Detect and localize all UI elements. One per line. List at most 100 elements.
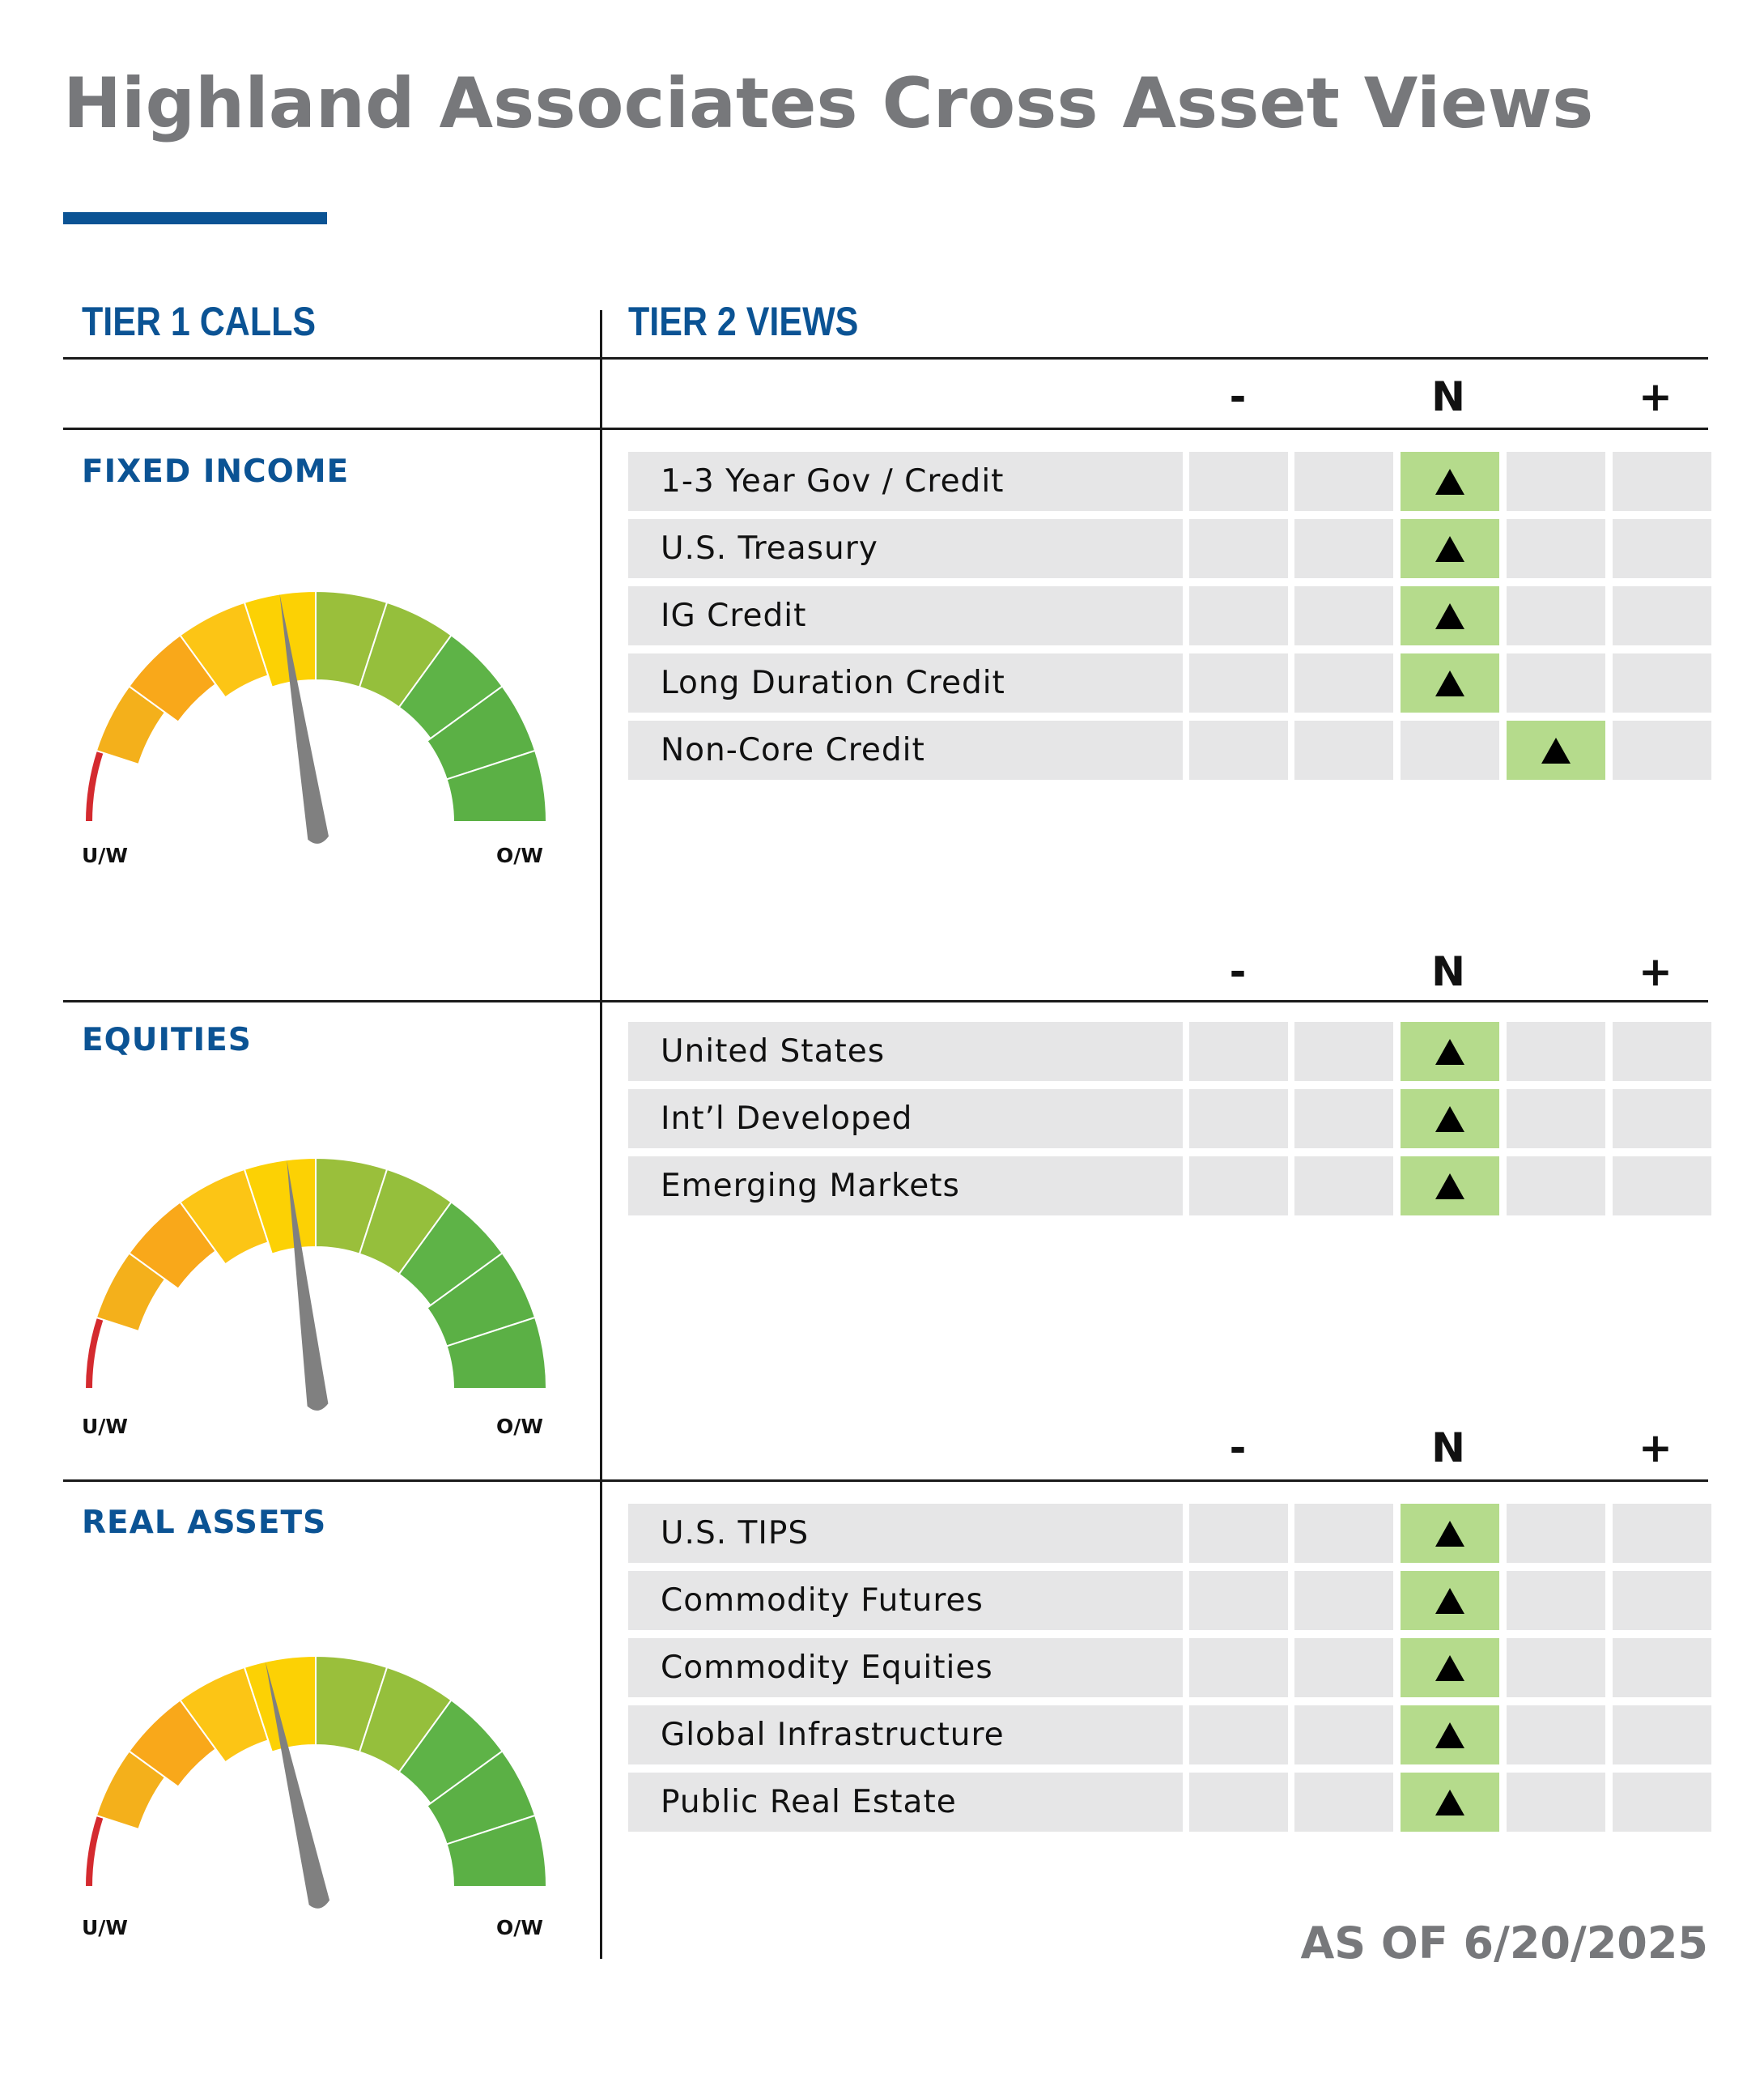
rating-cell-1 xyxy=(1189,1638,1288,1697)
rating-cell-5 xyxy=(1613,1504,1711,1563)
rating-cell-1 xyxy=(1189,1773,1288,1832)
section-title: REAL ASSETS xyxy=(82,1505,327,1541)
scale-label-neutral: N xyxy=(1431,373,1465,420)
rating-cell-4 xyxy=(1507,1089,1605,1148)
rating-cell-1 xyxy=(1189,721,1288,780)
rating-cell-5 xyxy=(1613,721,1711,780)
rating-cell-2 xyxy=(1294,519,1393,578)
rating-cell-3 xyxy=(1401,1089,1499,1148)
up-triangle-icon xyxy=(1541,737,1571,764)
gauge-0 xyxy=(73,567,559,988)
gauge-needle xyxy=(279,594,329,844)
section-divider-real-assets xyxy=(63,1479,1708,1482)
rating-cell-5 xyxy=(1613,1022,1711,1081)
rating-cell-1 xyxy=(1189,1022,1288,1081)
rating-cell-3 xyxy=(1401,586,1499,645)
asset-row-label: United States xyxy=(628,1022,1183,1081)
up-triangle-icon xyxy=(1435,468,1464,495)
up-triangle-icon xyxy=(1435,1722,1464,1748)
rating-cell-1 xyxy=(1189,452,1288,511)
asset-row-label: Long Duration Credit xyxy=(628,653,1183,713)
gauge-1 xyxy=(73,1134,559,1555)
header-divider xyxy=(63,357,1708,360)
rating-cell-2 xyxy=(1294,1504,1393,1563)
gauge-label-overweight: O/W xyxy=(496,1415,543,1438)
scale-label-neutral: N xyxy=(1431,948,1465,995)
rating-cell-1 xyxy=(1189,1089,1288,1148)
scale-label-minus: - xyxy=(1229,1424,1247,1471)
gauge-segment xyxy=(83,1814,105,1888)
rating-cell-4 xyxy=(1507,452,1605,511)
asset-row-label: 1-3 Year Gov / Credit xyxy=(628,452,1183,511)
rating-cell-4 xyxy=(1507,1156,1605,1215)
rating-cell-3 xyxy=(1401,1571,1499,1630)
gauge-label-overweight: O/W xyxy=(496,844,543,867)
rating-cell-1 xyxy=(1189,1705,1288,1764)
rating-cell-1 xyxy=(1189,1156,1288,1215)
up-triangle-icon xyxy=(1435,670,1464,696)
tier2-header: TIER 2 VIEWS xyxy=(628,299,859,344)
gauge-2 xyxy=(73,1632,559,2053)
rating-cell-4 xyxy=(1507,1705,1605,1764)
up-triangle-icon xyxy=(1435,1789,1464,1815)
rating-cell-2 xyxy=(1294,1156,1393,1215)
section-title: EQUITIES xyxy=(82,1022,252,1058)
rating-cell-3 xyxy=(1401,721,1499,780)
gauge-label-underweight: U/W xyxy=(82,1916,129,1939)
scale-label-neutral: N xyxy=(1431,1424,1465,1471)
rating-cell-4 xyxy=(1507,519,1605,578)
as-of-date: AS OF 6/20/2025 xyxy=(1300,1918,1708,1969)
rating-cell-3 xyxy=(1401,519,1499,578)
scale-label-minus: - xyxy=(1229,948,1247,995)
up-triangle-icon xyxy=(1435,1654,1464,1681)
rating-cell-2 xyxy=(1294,721,1393,780)
rating-cell-4 xyxy=(1507,721,1605,780)
rating-cell-2 xyxy=(1294,1705,1393,1764)
rating-cell-4 xyxy=(1507,1773,1605,1832)
asset-row-label: Public Real Estate xyxy=(628,1773,1183,1832)
column-divider xyxy=(600,310,602,1959)
rating-cell-1 xyxy=(1189,586,1288,645)
asset-row-label: Commodity Futures xyxy=(628,1571,1183,1630)
rating-cell-3 xyxy=(1401,653,1499,713)
rating-cell-5 xyxy=(1613,452,1711,511)
gauge-segment xyxy=(445,1316,548,1390)
rating-cell-2 xyxy=(1294,452,1393,511)
up-triangle-icon xyxy=(1435,1587,1464,1614)
rating-cell-2 xyxy=(1294,1773,1393,1832)
rating-cell-4 xyxy=(1507,1504,1605,1563)
rating-cell-1 xyxy=(1189,1504,1288,1563)
rating-cell-1 xyxy=(1189,519,1288,578)
gauge-needle xyxy=(265,1661,330,1909)
asset-row-label: Non-Core Credit xyxy=(628,721,1183,780)
rating-cell-5 xyxy=(1613,653,1711,713)
gauge-segment xyxy=(445,749,548,823)
rating-cell-4 xyxy=(1507,653,1605,713)
rating-cell-2 xyxy=(1294,653,1393,713)
rating-cell-5 xyxy=(1613,1638,1711,1697)
rating-cell-5 xyxy=(1613,1773,1711,1832)
up-triangle-icon xyxy=(1435,1105,1464,1132)
rating-cell-5 xyxy=(1613,1705,1711,1764)
tier1-header: TIER 1 CALLS xyxy=(82,299,317,344)
rating-cell-2 xyxy=(1294,1638,1393,1697)
gauge-label-underweight: U/W xyxy=(82,844,129,867)
section-divider-fixed-income xyxy=(63,428,1708,430)
rating-cell-4 xyxy=(1507,1022,1605,1081)
gauge-svg xyxy=(83,1156,548,1411)
scale-label-plus: + xyxy=(1639,948,1673,995)
rating-cell-5 xyxy=(1613,1571,1711,1630)
gauge-needle xyxy=(287,1160,329,1411)
rating-cell-4 xyxy=(1507,1571,1605,1630)
up-triangle-icon xyxy=(1435,1520,1464,1547)
asset-row-label: U.S. Treasury xyxy=(628,519,1183,578)
rating-cell-4 xyxy=(1507,586,1605,645)
section-divider-equities xyxy=(63,1000,1708,1002)
gauge-svg xyxy=(83,1654,548,1909)
up-triangle-icon xyxy=(1435,1173,1464,1199)
up-triangle-icon xyxy=(1435,602,1464,629)
gauge-label-overweight: O/W xyxy=(496,1916,543,1939)
gauge-segment xyxy=(83,1316,105,1390)
gauge-segment xyxy=(83,749,105,823)
gauge-label-underweight: U/W xyxy=(82,1415,129,1438)
